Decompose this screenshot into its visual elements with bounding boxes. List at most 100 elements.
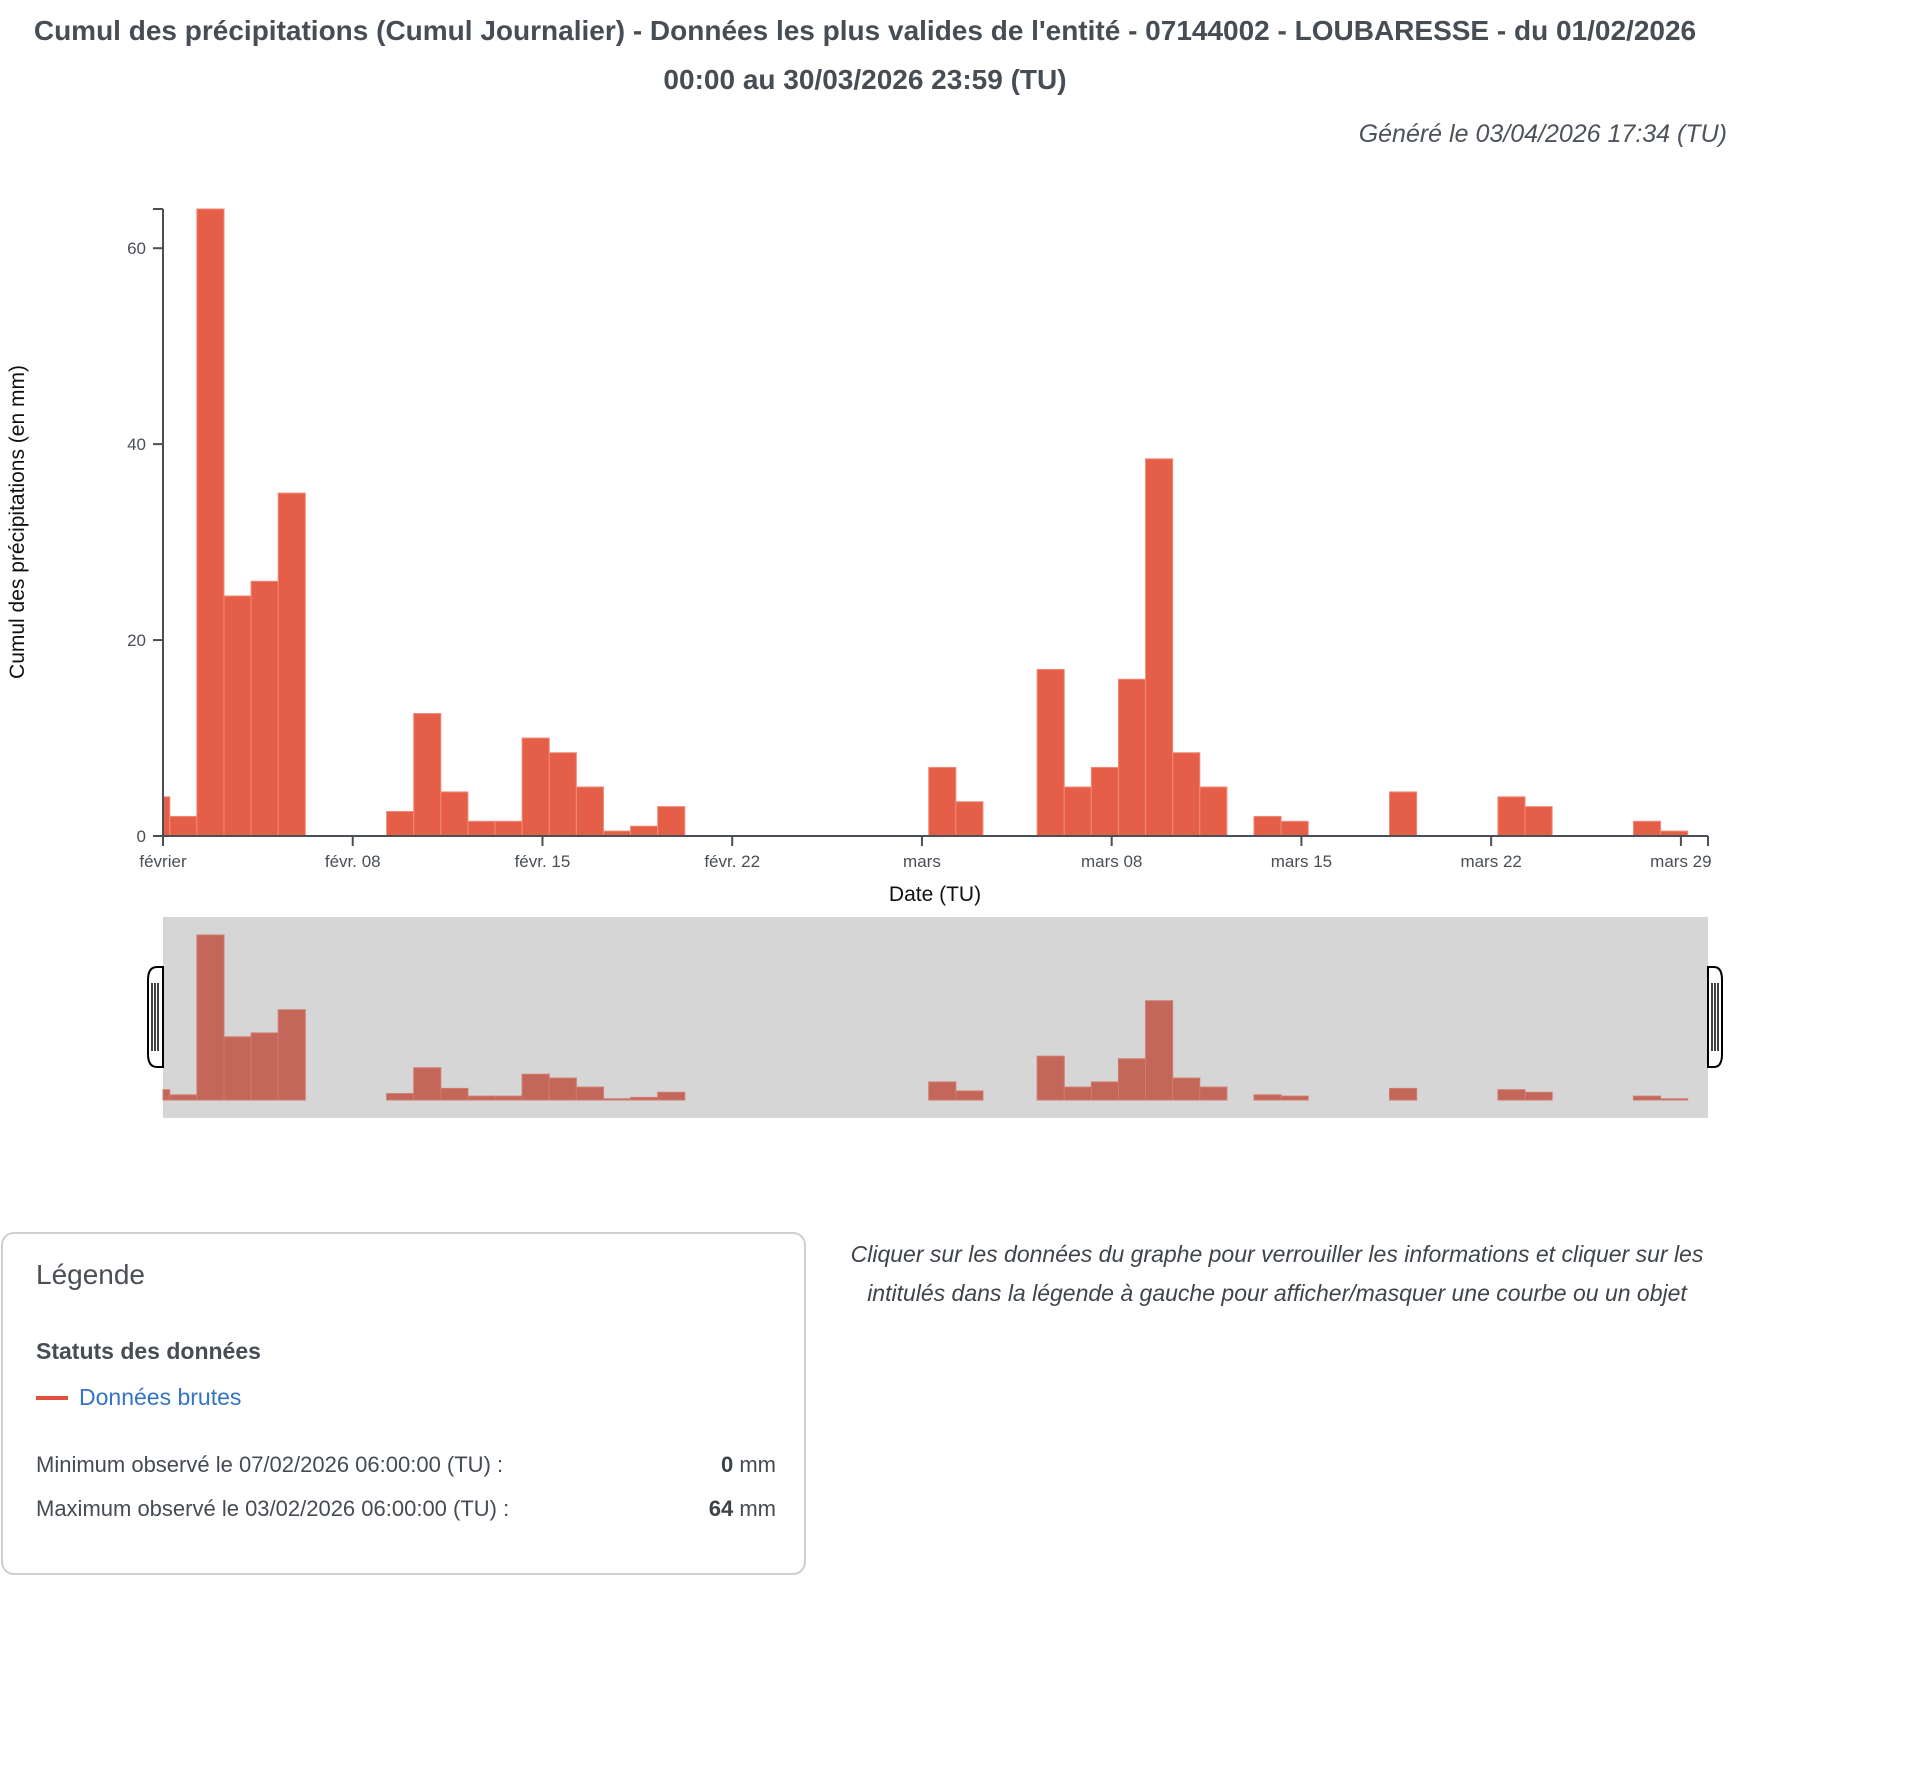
bar-2026-03-28[interactable] [1632,820,1662,837]
navigator-bar-2026-03-11 [1172,1077,1201,1101]
navigator-bar-2026-02-01 [162,1089,171,1101]
bar-2026-03-23[interactable] [1497,796,1526,837]
bar-2026-03-14[interactable] [1253,815,1282,837]
y-tick-label: 60 [127,239,146,258]
navigator-bar-2026-02-11 [413,1067,442,1101]
x-tick-label: mars 22 [1460,852,1521,871]
bar-2026-02-15[interactable] [521,737,550,837]
bar-2026-03-09[interactable] [1117,678,1147,837]
navigator-bar-2026-03-14 [1253,1094,1282,1101]
x-tick-label: mars 08 [1081,852,1142,871]
bar-2026-02-04[interactable] [223,595,252,837]
navigator-bar-2026-02-16 [548,1077,577,1101]
x-tick-label: févr. 15 [515,852,571,871]
navigator-bar-2026-02-20 [657,1091,686,1101]
maximum-label: Maximum observé le 03/02/2026 06:00:00 (… [36,1496,510,1521]
precipitation-chart[interactable]: 0 20 40 60 février févr. 08 févr. 15 févr. 22 m… [0,0,1910,1140]
navigator-bar-2026-03-24 [1524,1091,1553,1101]
range-navigator[interactable] [147,917,1723,1118]
maximum-unit: mm [739,1496,776,1521]
legend-panel: Légende Statuts des données Données brut… [1,1232,806,1575]
navigator-bar-2026-02-02 [169,1094,198,1101]
minimum-unit: mm [739,1452,776,1477]
navigator-bar-2026-03-08 [1090,1081,1119,1101]
y-ticks: 0 20 40 60 [127,239,163,846]
navigator-bar-2026-02-14 [494,1095,523,1101]
bar-2026-02-11[interactable] [413,713,442,837]
bar-2026-02-05[interactable] [250,580,279,837]
navigator-bar-2026-02-19 [630,1096,659,1101]
navigator-bar-2026-03-10 [1145,1000,1174,1101]
navigator-bar-2026-03-09 [1117,1058,1147,1101]
bar-2026-02-03[interactable] [196,208,225,837]
bar-2026-03-06[interactable] [1036,668,1065,837]
bar-2026-03-12[interactable] [1199,786,1228,837]
navigator-bars [162,934,1689,1101]
navigator-bar-2026-02-04 [223,1036,252,1101]
bar-2026-02-19[interactable] [630,825,659,837]
navigator-bar-2026-03-12 [1199,1086,1228,1101]
legend-title: Légende [36,1259,146,1290]
navigator-bar-2026-02-15 [521,1073,550,1101]
legend-item-label: Données brutes [79,1384,242,1410]
bar-2026-03-08[interactable] [1090,766,1119,837]
bar-2026-03-10[interactable] [1145,458,1174,837]
x-tick-label: février [139,852,187,871]
bar-2026-02-01[interactable] [162,796,171,837]
navigator-left-handle[interactable] [147,966,164,1068]
y-tick-label: 40 [127,435,146,454]
bar-2026-03-15[interactable] [1280,820,1309,837]
x-tick-label: mars [903,852,941,871]
bar-2026-02-12[interactable] [440,791,469,837]
navigator-bar-2026-03-15 [1280,1095,1309,1101]
legend-item-raw-data[interactable]: Données brutes [36,1384,241,1411]
bar-2026-03-11[interactable] [1172,752,1201,837]
bar-2026-02-06[interactable] [277,492,306,837]
navigator-bar-2026-03-23 [1497,1089,1526,1101]
y-tick-label: 20 [127,631,146,650]
bar-2026-02-02[interactable] [169,815,198,837]
minimum-value: 0 [720,1452,734,1477]
navigator-bar-2026-02-03 [196,934,225,1101]
navigator-bar-2026-03-29 [1660,1098,1689,1101]
bar-2026-03-03[interactable] [955,801,984,837]
x-tick-label: févr. 22 [704,852,760,871]
bar-2026-03-07[interactable] [1063,786,1092,837]
bar-series[interactable] [162,208,1689,837]
x-tick-label: févr. 08 [325,852,381,871]
x-axis-title: Date (TU) [889,883,981,906]
bar-2026-02-14[interactable] [494,820,523,837]
navigator-bar-2026-03-07 [1063,1086,1092,1101]
bar-2026-03-02[interactable] [928,766,957,837]
navigator-bar-2026-02-05 [250,1032,279,1101]
navigator-bar-2026-02-13 [467,1095,496,1101]
navigator-bar-2026-03-03 [955,1090,984,1101]
navigator-bar-2026-02-17 [575,1086,604,1101]
bar-2026-02-10[interactable] [386,811,415,837]
navigator-bar-2026-02-06 [277,1009,306,1101]
navigator-bar-2026-03-28 [1632,1095,1662,1101]
bar-2026-02-20[interactable] [657,806,686,837]
maximum-value: 64 [708,1496,734,1521]
minimum-stat: Minimum observé le 07/02/2026 06:00:00 (… [36,1452,776,1478]
chart-title: Cumul des précipitations (Cumul Journali… [33,15,1697,95]
bar-2026-03-24[interactable] [1524,806,1553,837]
navigator-bar-2026-03-19 [1389,1087,1418,1101]
bar-2026-02-13[interactable] [467,820,496,837]
y-tick-label: 0 [137,827,146,846]
data-status-heading: Statuts des données [36,1338,261,1364]
chart-instructions: Cliquer sur les données du graphe pour v… [850,1241,1704,1306]
series-line-icon [36,1395,68,1400]
bar-2026-03-19[interactable] [1389,791,1418,837]
navigator-bar-2026-02-18 [602,1098,632,1101]
minimum-label: Minimum observé le 07/02/2026 06:00:00 (… [36,1452,504,1477]
bar-2026-02-17[interactable] [575,786,604,837]
bar-2026-02-16[interactable] [548,752,577,837]
navigator-bar-2026-02-12 [440,1087,469,1101]
navigator-right-handle[interactable] [1707,966,1723,1068]
x-ticks: février févr. 08 févr. 15 févr. 22 mars mars … [139,836,1712,871]
maximum-stat: Maximum observé le 03/02/2026 06:00:00 (… [36,1496,776,1522]
x-tick-label: mars 15 [1271,852,1332,871]
navigator-bar-2026-03-06 [1036,1055,1065,1101]
generated-timestamp: Généré le 03/04/2026 17:34 (TU) [1358,120,1727,148]
